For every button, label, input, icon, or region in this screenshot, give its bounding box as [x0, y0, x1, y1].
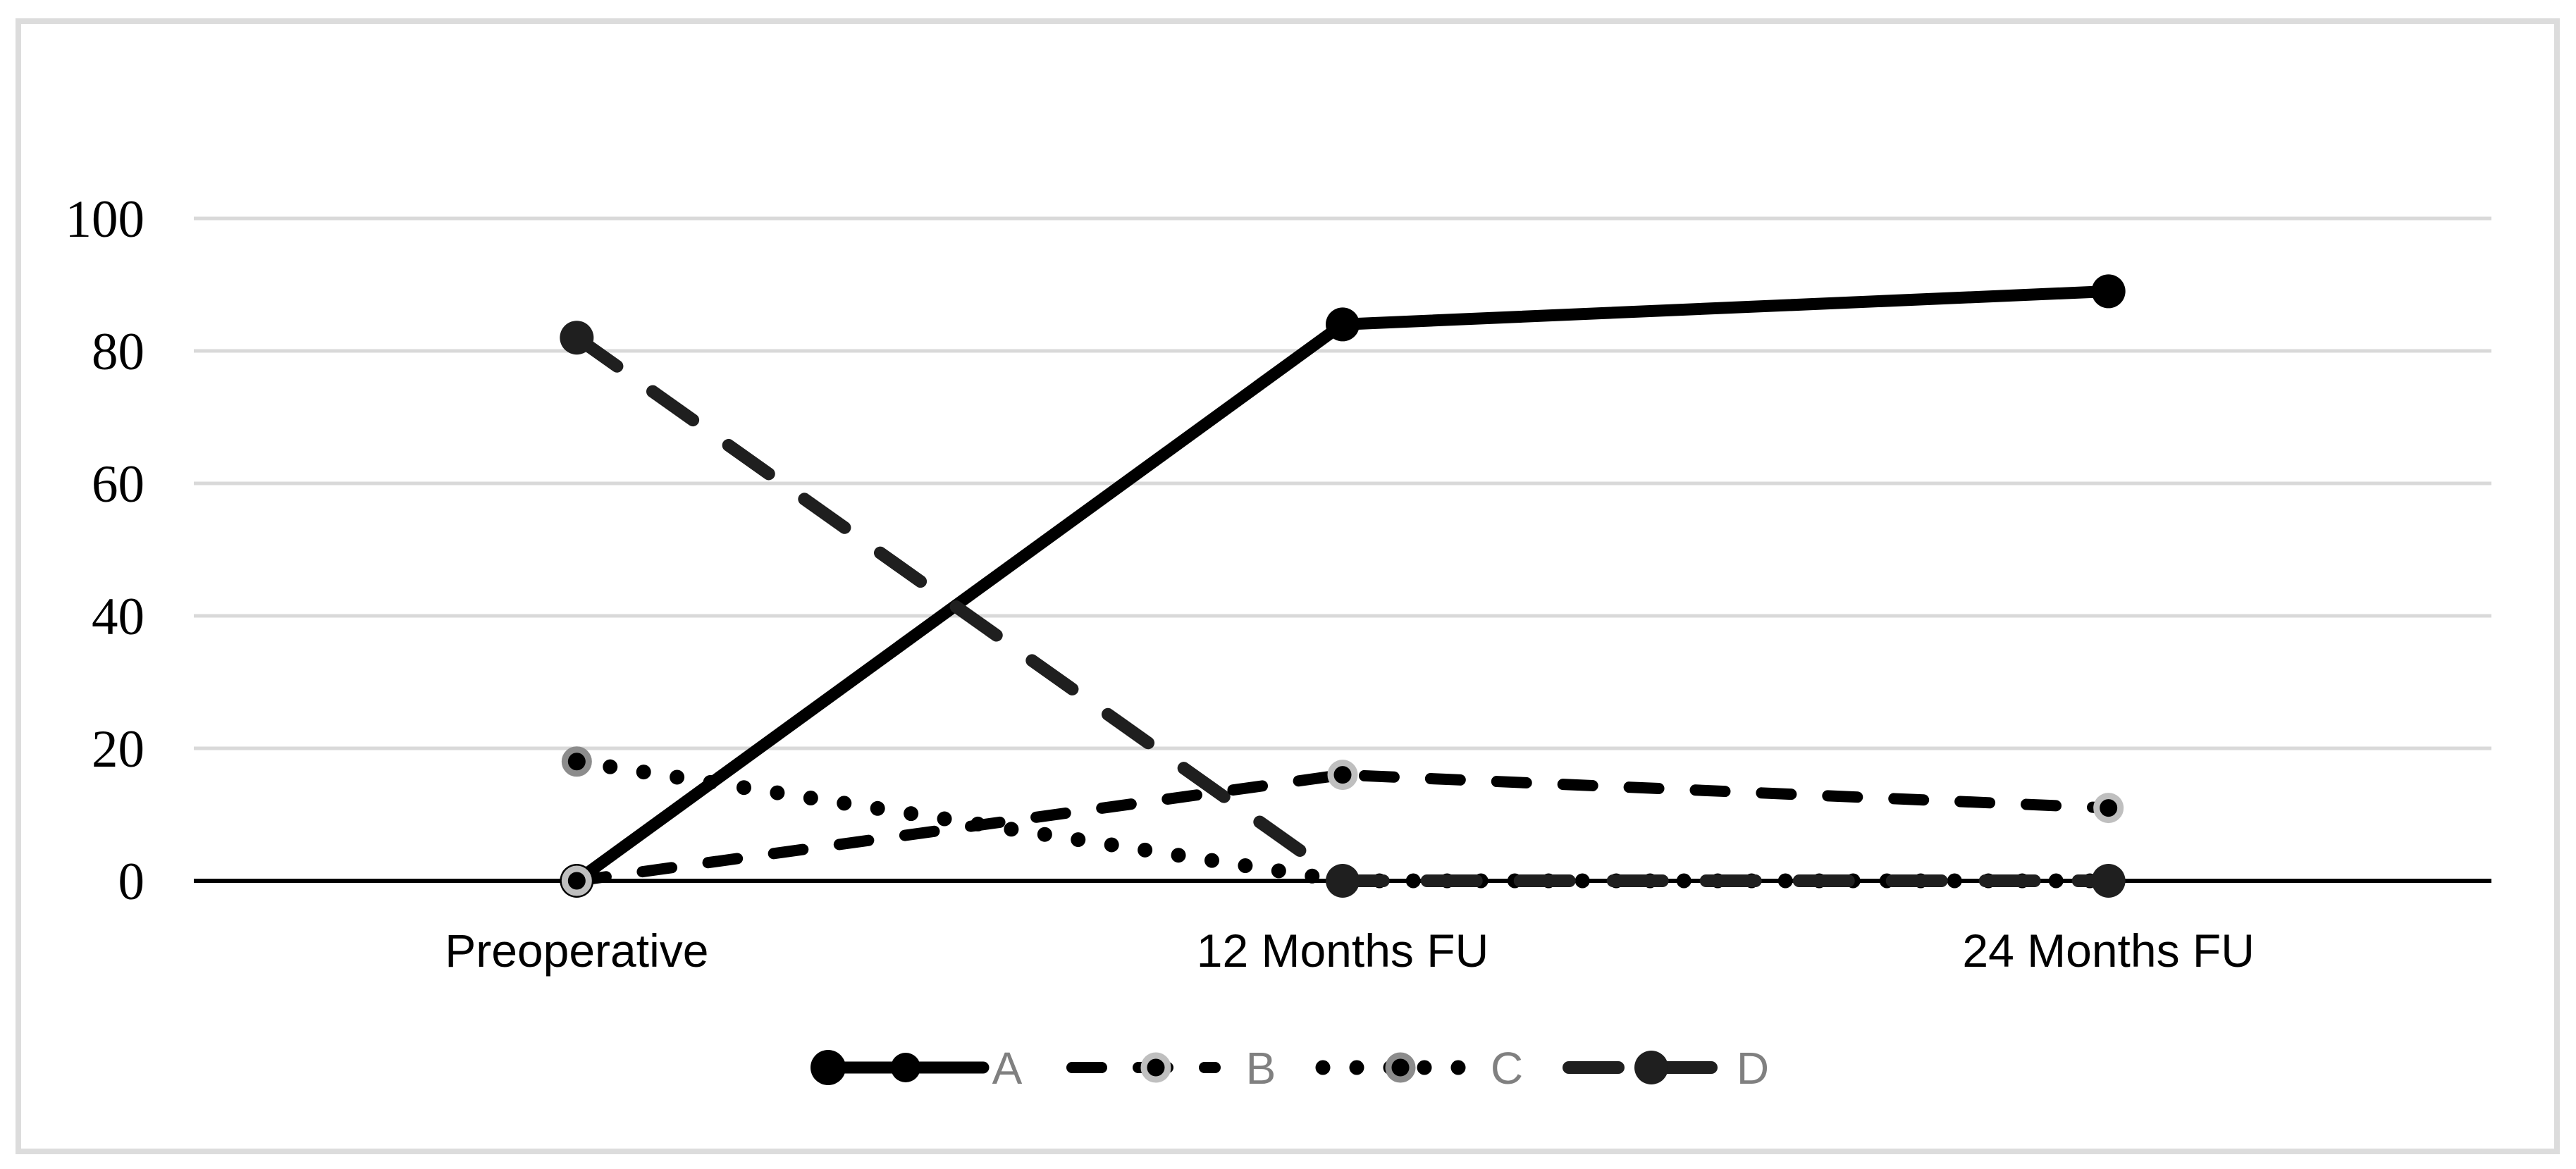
series-D-marker — [2091, 864, 2126, 898]
series-D-marker — [1326, 864, 1360, 898]
legend: A B C D — [811, 1043, 1769, 1094]
series-D-marker — [560, 321, 594, 355]
y-tick-label-100: 100 — [66, 190, 145, 249]
legend-entry-D: D — [1563, 1043, 1769, 1094]
legend-label-B: B — [1246, 1043, 1276, 1094]
series-A-marker — [891, 1053, 920, 1082]
legend-label-C: C — [1491, 1043, 1523, 1094]
legend-entry-B: B — [1066, 1043, 1276, 1094]
series-B-marker — [1140, 1052, 1171, 1083]
x-axis-category-labels: Preoperative 12 Months FU 24 Months FU — [445, 924, 2255, 977]
x-category-label-2: 24 Months FU — [1962, 924, 2255, 977]
series-B-marker — [561, 865, 592, 896]
series-lines — [560, 274, 2126, 898]
series-C-marker — [1385, 1052, 1416, 1083]
y-axis-tick-labels: 0 20 40 60 80 100 — [66, 190, 145, 911]
series-B-marker — [2093, 793, 2124, 824]
series-D — [560, 321, 2126, 898]
series-B — [561, 760, 2124, 896]
legend-entry-C: C — [1315, 1043, 1523, 1094]
y-tick-label-20: 20 — [92, 720, 144, 779]
series-A-marker — [811, 1050, 846, 1085]
series-A-marker — [2091, 274, 2126, 309]
series-C-marker — [561, 746, 592, 777]
series-B-line — [571, 769, 2114, 886]
x-category-label-1: 12 Months FU — [1197, 924, 1489, 977]
y-tick-label-40: 40 — [92, 588, 144, 646]
y-tick-label-60: 60 — [92, 455, 144, 514]
legend-entry-A: A — [811, 1043, 1023, 1094]
figure-frame — [16, 18, 2560, 1154]
y-tick-label-0: 0 — [118, 853, 145, 911]
series-A — [560, 274, 2126, 898]
x-category-label-0: Preoperative — [445, 924, 708, 977]
legend-label-A: A — [992, 1043, 1023, 1094]
series-A-marker — [1326, 307, 1360, 342]
figure-border — [16, 18, 2560, 1154]
series-D-marker — [1634, 1051, 1668, 1084]
legend-label-D: D — [1737, 1043, 1769, 1094]
y-tick-label-80: 80 — [92, 323, 144, 381]
series-B-marker — [1327, 760, 1358, 791]
gridlines — [194, 216, 2491, 750]
